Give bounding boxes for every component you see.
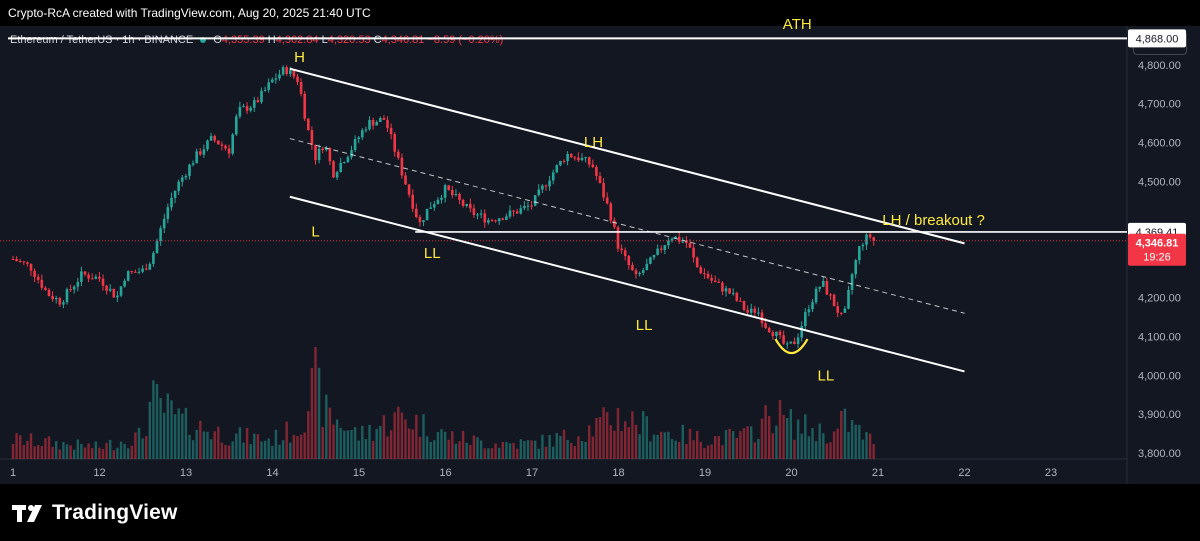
open-label: O	[213, 34, 222, 46]
symbol-name: Ethereum / TetherUS · 1h · BINANCE	[10, 34, 194, 46]
low-value: 4,320.53	[327, 34, 371, 46]
market-status-dot	[200, 36, 207, 43]
top-bar: Crypto-RcA created with TradingView.com,…	[0, 0, 1200, 26]
open-value: 4,355.39	[221, 34, 265, 46]
close-value: 4,346.81	[381, 34, 425, 46]
chart-credit: Crypto-RcA created with TradingView.com,…	[8, 6, 371, 20]
currency-button[interactable]: USDT	[1133, 31, 1187, 55]
bottom-bar	[0, 484, 1200, 541]
change-value: −8.59 (−0.20%)	[427, 34, 504, 46]
chart-area[interactable]	[0, 26, 1200, 484]
tradingview-wordmark: TradingView	[52, 501, 178, 524]
close-label: C	[373, 34, 382, 46]
symbol-legend: Ethereum / TetherUS · 1h · BINANCE O4,35…	[10, 34, 503, 46]
low-label: L	[321, 34, 328, 46]
high-value: 4,362.84	[275, 34, 319, 46]
tradingview-logo-icon	[12, 505, 42, 522]
high-label: H	[267, 34, 276, 46]
tradingview-logo[interactable]: TradingView	[12, 500, 178, 526]
